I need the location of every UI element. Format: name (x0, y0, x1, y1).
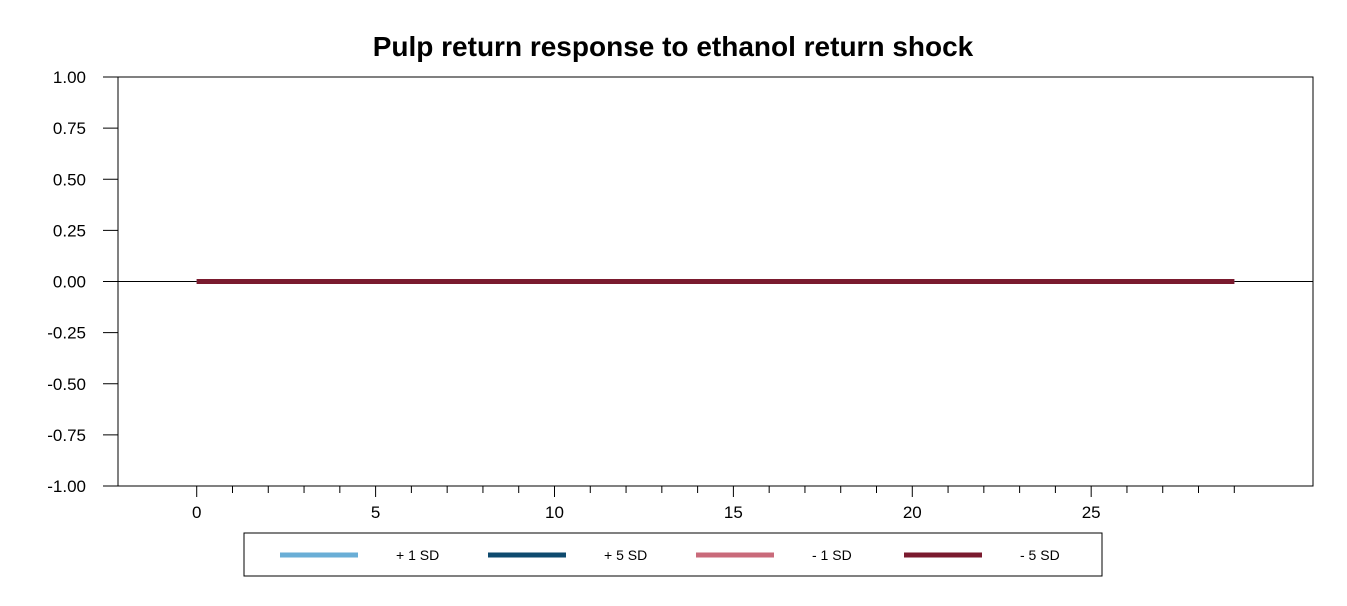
y-tick-label: -0.50 (47, 375, 86, 394)
x-tick-label: 0 (192, 503, 201, 522)
legend-label: + 5 SD (604, 547, 647, 563)
y-tick-label: 0.00 (53, 273, 86, 292)
legend-label: - 5 SD (1020, 547, 1060, 563)
x-axis: 0 5 10 15 20 25 (192, 486, 1235, 522)
legend-label: + 1 SD (396, 547, 439, 563)
legend-label: - 1 SD (812, 547, 852, 563)
y-tick-label: -0.25 (47, 324, 86, 343)
y-tick-label: 1.00 (53, 68, 86, 87)
x-tick-label: 25 (1082, 503, 1101, 522)
chart-title: Pulp return response to ethanol return s… (373, 31, 974, 62)
x-tick-label: 15 (724, 503, 743, 522)
x-tick-label: 10 (545, 503, 564, 522)
legend: + 1 SD + 5 SD - 1 SD - 5 SD (243, 532, 1103, 577)
x-tick-label: 5 (371, 503, 380, 522)
x-tick-label: 20 (903, 503, 922, 522)
y-axis: 1.00 0.75 0.50 0.25 0.00 -0.25 -0.50 -0.75 -1.00 (47, 68, 118, 496)
y-tick-label: -0.75 (47, 426, 86, 445)
y-tick-label: -1.00 (47, 477, 86, 496)
y-tick-label: 0.25 (53, 221, 86, 240)
y-tick-label: 0.50 (53, 170, 86, 189)
y-tick-label: 0.75 (53, 119, 86, 138)
